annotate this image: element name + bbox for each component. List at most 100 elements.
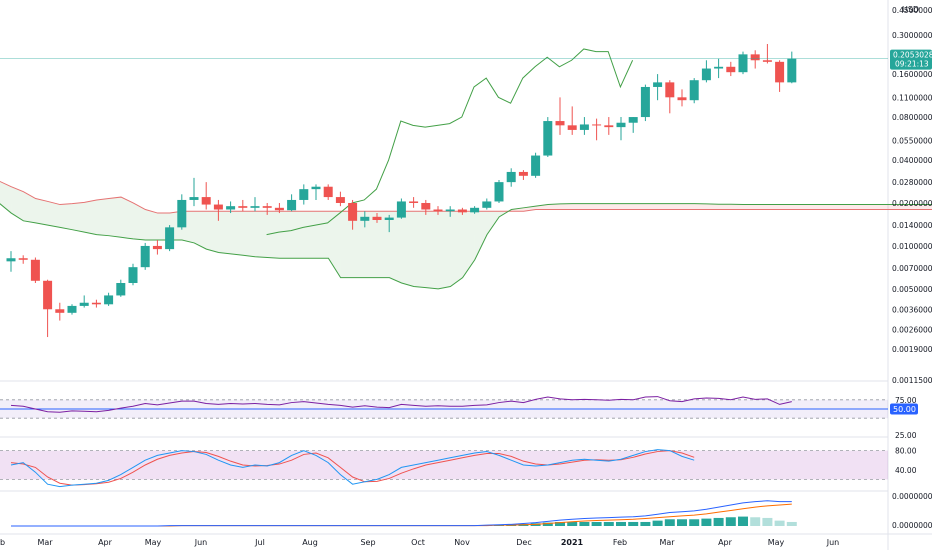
- macd-histogram-bar: [762, 517, 773, 526]
- cloud-fill-segment: [718, 204, 731, 210]
- candle-body: [384, 217, 394, 220]
- candle-body: [579, 124, 589, 130]
- time-axis-label: Dec: [516, 538, 531, 547]
- macd-histogram-bar: [591, 521, 602, 526]
- candle-body: [665, 82, 675, 98]
- cloud-fill-segment: [450, 211, 463, 287]
- cloud-fill-segment: [487, 211, 500, 235]
- macd-histogram-bar: [579, 521, 590, 526]
- cloud-fill-segment: [840, 204, 853, 210]
- macd-histogram-bar: [567, 521, 578, 526]
- chikou-line: [266, 48, 634, 236]
- candle-body: [238, 206, 248, 208]
- time-axis-label: Jun: [826, 538, 840, 547]
- cloud-fill-segment: [670, 203, 683, 210]
- chikou-span: [266, 48, 634, 236]
- cloud-fill-segment: [462, 211, 475, 278]
- cloud-fill-segment: [255, 211, 268, 258]
- candle-body: [762, 60, 772, 62]
- macd-histogram-bar: [786, 521, 797, 526]
- candle-body: [189, 197, 199, 200]
- cloud-fill-segment: [413, 211, 426, 288]
- candle-body: [396, 201, 406, 218]
- candle-body: [323, 186, 333, 198]
- cloud-fill-segment: [731, 204, 744, 210]
- candle-body: [445, 209, 455, 212]
- time-axis-label: May: [145, 538, 162, 547]
- cloud-fill-segment: [584, 203, 597, 210]
- candle-body: [116, 282, 126, 296]
- cloud-fill-segment: [621, 203, 634, 210]
- candle-body: [604, 125, 614, 128]
- cloud-fill-segment: [133, 202, 146, 241]
- cloud-fill-segment: [426, 211, 439, 289]
- macd-histogram-bar: [677, 519, 687, 526]
- cloud-fill-segment: [865, 204, 878, 210]
- time-axis-label: Apr: [98, 538, 113, 547]
- macd-histogram-bar: [725, 517, 736, 526]
- cloud-fill-segment: [377, 211, 390, 278]
- cloud-fill-segment: [877, 204, 890, 210]
- candle-body: [653, 82, 663, 87]
- countdown-timer: 09:21:13: [895, 60, 929, 69]
- macd-histogram-bar: [628, 521, 639, 526]
- candlesticks[interactable]: [6, 44, 797, 338]
- cloud-fill-segment: [816, 204, 829, 210]
- candle-body: [165, 227, 175, 250]
- candle-body: [592, 124, 602, 126]
- cloud-span-b-line: [0, 203, 932, 290]
- cloud-fill-segment: [804, 204, 817, 210]
- cloud-fill-segment: [548, 203, 561, 210]
- cloud-fill-segment: [60, 203, 73, 230]
- candle-body: [433, 209, 443, 212]
- candle-body: [140, 245, 150, 268]
- candle-body: [677, 97, 687, 101]
- macd-histogram-bar: [750, 517, 761, 526]
- rsi-line: [10, 396, 792, 413]
- candle-body: [457, 209, 467, 213]
- cloud-fill-segment: [633, 203, 646, 210]
- cloud-fill-segment: [230, 211, 243, 256]
- candle-body: [750, 54, 760, 61]
- cloud-fill-segment: [645, 203, 658, 210]
- macd-histogram-bar: [652, 520, 663, 526]
- stoch-d-line: [10, 450, 695, 486]
- cloud-fill-segment: [901, 204, 914, 210]
- time-axis[interactable]: b Mar Apr May Jun Jul Aug Sep Oct Nov Dec 2021 Feb Ma…: [0, 538, 839, 547]
- rsi-pane[interactable]: 75.00 25.00: [0, 396, 917, 440]
- cloud-fill-segment: [767, 204, 780, 210]
- rsi-current-value: 50.00: [893, 405, 916, 414]
- cloud-fill-segment: [401, 211, 414, 287]
- candle-body: [738, 54, 748, 73]
- candle-body: [701, 68, 711, 81]
- candle-body: [518, 171, 528, 176]
- stoch-rsi-pane[interactable]: 80.00 40.00: [0, 447, 917, 488]
- candle-body: [689, 80, 699, 101]
- cloud-fill-segment: [609, 203, 622, 210]
- candle-body: [360, 216, 370, 221]
- cloud-fill-segment: [340, 211, 353, 278]
- cloud-fill-segment: [743, 204, 756, 210]
- cloud-fill-segment: [706, 203, 719, 210]
- candle-body: [43, 280, 53, 310]
- candle-body: [726, 66, 736, 73]
- macd-histogram-bar: [494, 525, 504, 526]
- cloud-fill-segment: [316, 211, 329, 259]
